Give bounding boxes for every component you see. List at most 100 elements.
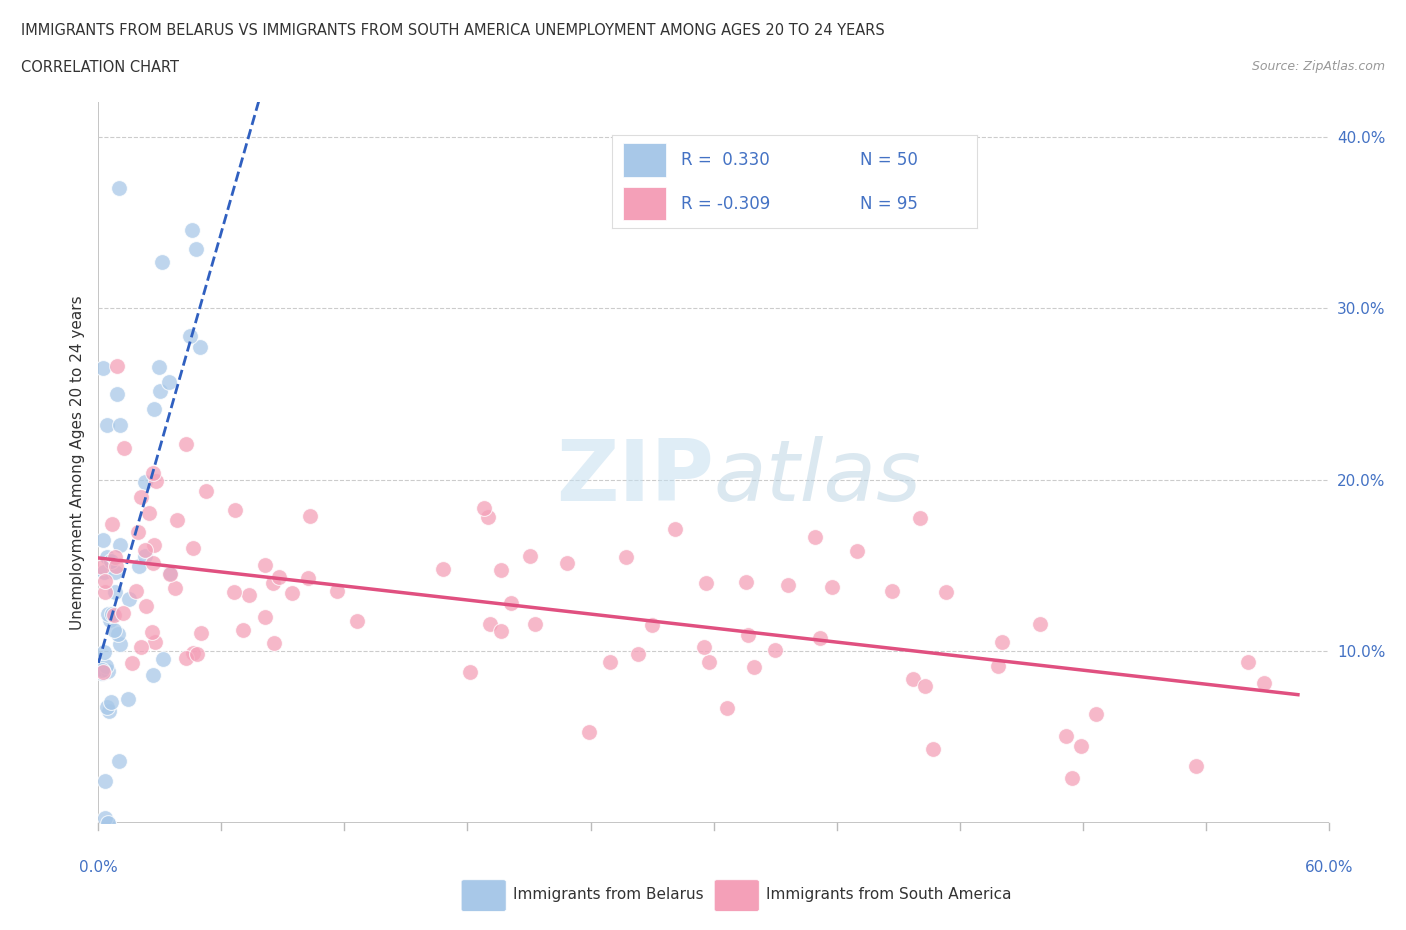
Point	[159, 566, 181, 581]
Point	[145, 473, 167, 488]
Point	[1070, 738, 1092, 753]
Point	[89, 661, 111, 676]
Point	[578, 724, 600, 739]
Point	[627, 647, 650, 662]
Point	[150, 255, 173, 270]
Point	[664, 522, 686, 537]
Point	[1185, 759, 1208, 774]
Point	[901, 671, 924, 686]
Point	[195, 484, 218, 498]
Point	[987, 658, 1010, 673]
Point	[735, 575, 758, 590]
Point	[134, 542, 156, 557]
Point	[108, 538, 131, 552]
Point	[326, 584, 349, 599]
Point	[108, 754, 131, 769]
Point	[181, 222, 204, 237]
Text: N = 95: N = 95	[860, 194, 918, 213]
Point	[555, 555, 578, 570]
Point	[127, 525, 149, 539]
Point	[112, 440, 135, 455]
Point	[991, 634, 1014, 649]
Point	[96, 816, 118, 830]
Point	[107, 627, 129, 642]
Point	[1253, 675, 1275, 690]
Point	[1062, 771, 1084, 786]
Point	[254, 557, 277, 572]
Point	[280, 585, 302, 600]
Point	[181, 645, 204, 660]
Text: R = -0.309: R = -0.309	[681, 194, 770, 213]
Point	[519, 549, 541, 564]
Point	[97, 606, 120, 621]
Point	[141, 625, 163, 640]
Point	[846, 543, 869, 558]
Point	[96, 699, 118, 714]
Point	[94, 811, 117, 826]
Point	[744, 659, 766, 674]
Bar	[623, 143, 666, 177]
Point	[599, 655, 621, 670]
Point	[110, 637, 132, 652]
Point	[134, 474, 156, 489]
Point	[224, 502, 246, 517]
Point	[695, 576, 717, 591]
Point	[118, 591, 141, 606]
Point	[104, 584, 127, 599]
Point	[97, 816, 120, 830]
Text: N = 50: N = 50	[860, 151, 918, 169]
Point	[263, 635, 285, 650]
Text: R =  0.330: R = 0.330	[681, 151, 770, 169]
Point	[908, 511, 931, 525]
Point	[921, 741, 943, 756]
Point	[100, 694, 122, 709]
Point	[183, 540, 205, 555]
Point	[693, 640, 716, 655]
Point	[614, 550, 637, 565]
Point	[108, 418, 131, 432]
Text: Immigrants from South America: Immigrants from South America	[766, 887, 1012, 902]
Text: Source: ZipAtlas.com: Source: ZipAtlas.com	[1251, 60, 1385, 73]
Point	[121, 656, 143, 671]
Point	[523, 617, 546, 631]
Point	[91, 665, 114, 680]
Point	[149, 384, 172, 399]
Point	[117, 692, 139, 707]
Point	[159, 566, 181, 581]
Point	[179, 329, 201, 344]
Point	[297, 571, 319, 586]
Point	[105, 359, 128, 374]
Point	[186, 646, 208, 661]
Point	[101, 517, 124, 532]
Point	[142, 466, 165, 481]
Point	[111, 605, 134, 620]
Point	[90, 662, 112, 677]
Point	[94, 658, 117, 673]
Point	[103, 623, 125, 638]
Point	[91, 361, 114, 376]
Point	[129, 640, 152, 655]
Point	[914, 679, 936, 694]
Text: atlas: atlas	[714, 435, 921, 519]
Y-axis label: Unemployment Among Ages 20 to 24 years: Unemployment Among Ages 20 to 24 years	[69, 296, 84, 630]
Point	[1237, 655, 1260, 670]
Text: CORRELATION CHART: CORRELATION CHART	[21, 60, 179, 75]
Point	[222, 584, 245, 599]
Text: Immigrants from Belarus: Immigrants from Belarus	[513, 887, 704, 902]
Point	[125, 583, 148, 598]
Point	[96, 550, 118, 565]
Point	[94, 584, 117, 599]
Point	[129, 489, 152, 504]
Point	[778, 578, 800, 592]
Point	[763, 642, 786, 657]
Point	[1084, 707, 1107, 722]
Point	[489, 563, 512, 578]
Point	[432, 562, 454, 577]
Point	[641, 618, 664, 632]
Point	[186, 242, 208, 257]
Point	[94, 774, 117, 789]
Point	[163, 580, 186, 595]
Point	[821, 579, 844, 594]
Point	[174, 651, 197, 666]
Point	[152, 651, 174, 666]
